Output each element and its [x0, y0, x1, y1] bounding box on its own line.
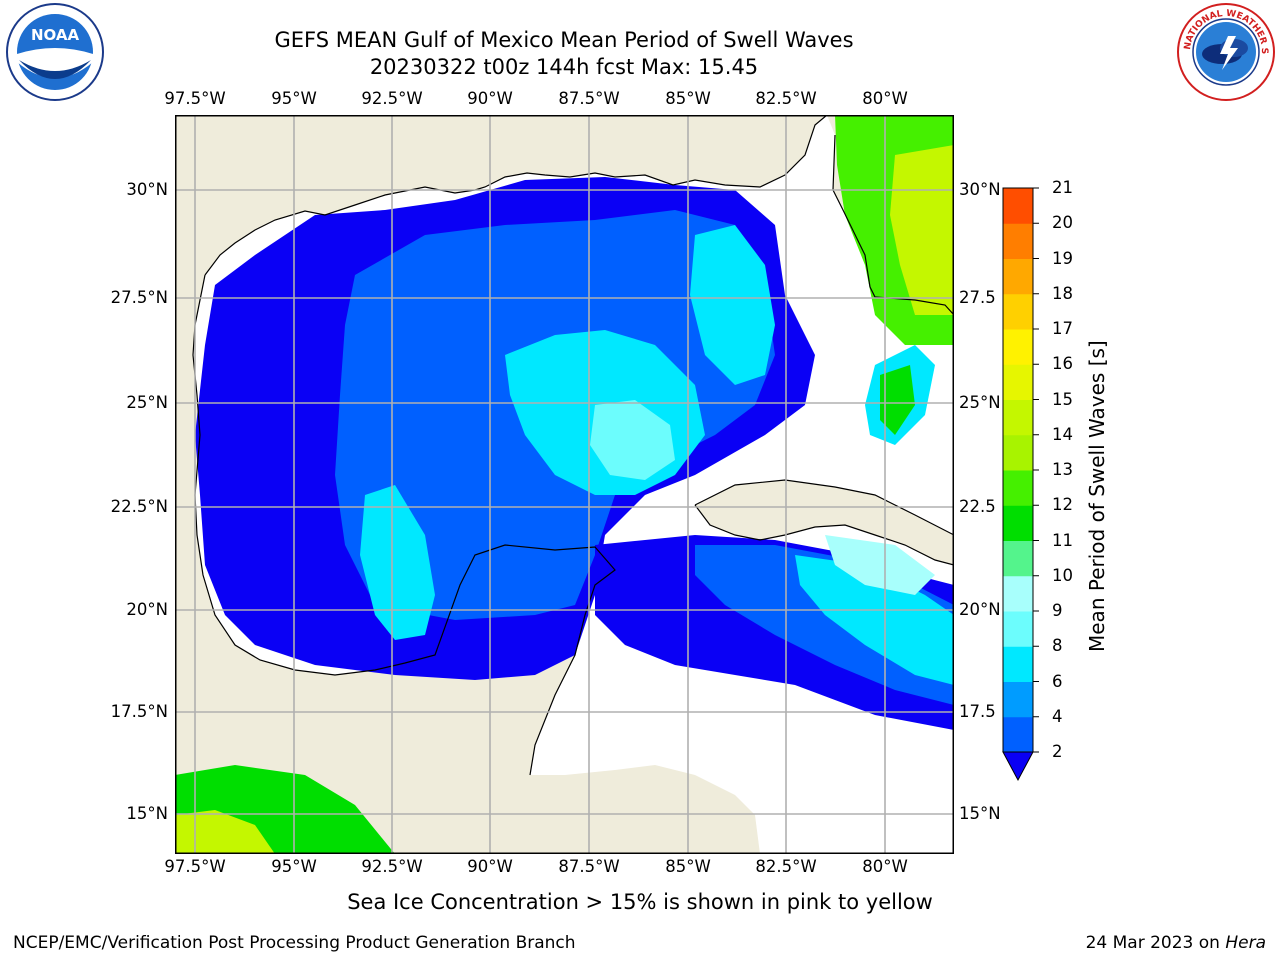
colorbar-tick-label: 8 [1052, 636, 1063, 656]
lon-label-bottom: 80°W [862, 857, 908, 876]
lat-label-right: 30°N [959, 180, 1001, 199]
lat-label-right: 15°N [959, 804, 1001, 823]
lon-label-bottom: 87.5°W [558, 857, 620, 876]
colorbar-tick-label: 12 [1052, 495, 1073, 515]
lon-label-top: 97.5°W [164, 89, 226, 108]
lon-label-bottom: 97.5°W [164, 857, 226, 876]
land-cuba [695, 480, 954, 565]
colorbar-tick-label: 10 [1052, 565, 1073, 585]
colorbar-bin [1003, 646, 1033, 682]
colorbar-tick-label: 17 [1052, 319, 1073, 338]
footer-host: Hera [1225, 933, 1266, 953]
lat-label-right: 25°N [959, 393, 1001, 412]
swell-light-cyan [590, 400, 675, 480]
lat-label-left: 20°N [126, 600, 168, 619]
lon-label-bottom: 92.5°W [361, 857, 423, 876]
sea-ice-note: Sea Ice Concentration > 15% is shown in … [347, 890, 933, 914]
coastline-florida [832, 134, 954, 316]
lon-label-bottom: 85°W [665, 857, 711, 876]
colorbar-bin [1003, 258, 1033, 295]
colorbar-bin [1003, 364, 1033, 400]
map-frame [175, 115, 954, 854]
noaa-logo: NOAA [6, 3, 104, 101]
lon-label-top: 82.5°W [755, 89, 817, 108]
colorbar-tick-label: 21 [1052, 178, 1073, 197]
colorbar-tick-label: 15 [1052, 389, 1073, 409]
colorbar-bin [1003, 540, 1033, 577]
colorbar-tick-label: 16 [1052, 354, 1073, 374]
colorbar-bin [1003, 434, 1033, 471]
footer-date-text: 24 Mar 2023 on [1085, 933, 1220, 953]
footer-credit: NCEP/EMC/Verification Post Processing Pr… [13, 933, 576, 953]
lat-label-left: 22.5°N [110, 497, 168, 516]
colorbar-bin [1003, 505, 1033, 541]
lat-label-left: 27.5°N [110, 288, 168, 307]
colorbar-bin [1003, 223, 1033, 259]
colorbar-bin [1003, 611, 1033, 647]
lon-label-bottom: 95°W [271, 857, 317, 876]
chart-subtitle: 20230322 t00z 144h fcst Max: 15.45 [369, 55, 759, 79]
colorbar-bin [1003, 293, 1033, 330]
lat-label-right: 20°N [959, 600, 1001, 619]
lat-label-right: 27.5 [959, 288, 996, 307]
lat-label-left: 25°N [126, 393, 168, 412]
lat-label-left: 15°N [126, 804, 168, 823]
map-panel [175, 115, 954, 854]
swell-caribbean-light [825, 535, 935, 595]
coastline-north [204, 115, 828, 276]
colorbar-bin [1003, 716, 1033, 753]
coastline [192, 274, 616, 776]
colorbar-extend-arrow [1002, 751, 1034, 782]
colorbar-label: Mean Period of Swell Waves [s] [1085, 340, 1109, 652]
colorbar-bin [1003, 188, 1033, 224]
nws-logo: NATIONAL WEATHER SERVICE [1176, 2, 1275, 101]
colorbar-tick-label: 11 [1052, 530, 1073, 550]
colorbar-tick-label: 2 [1052, 742, 1063, 761]
lon-label-bottom: 82.5°W [755, 857, 817, 876]
coastline-cuba [694, 479, 954, 566]
lat-label-left: 30°N [126, 180, 168, 199]
colorbar-bin [1003, 470, 1033, 506]
colorbar-bin [1003, 575, 1033, 612]
colorbar-tick-label: 18 [1052, 283, 1073, 303]
colorbar-bin [1003, 681, 1033, 718]
swell-cyan-east [690, 225, 775, 385]
colorbar-tick-label: 13 [1052, 460, 1073, 479]
colorbar-tick-label: 6 [1052, 671, 1063, 691]
swell-cyan-west [360, 485, 435, 640]
lon-label-top: 85°W [665, 89, 711, 108]
lat-label-left: 17.5°N [110, 702, 168, 721]
lat-label-right: 22.5 [959, 497, 996, 516]
noaa-logo-text: NOAA [31, 26, 80, 44]
colorbar-tick-label: 4 [1052, 706, 1063, 726]
lon-label-top: 92.5°W [361, 89, 423, 108]
graticule [175, 115, 954, 854]
colorbar-tick-label: 9 [1052, 601, 1063, 620]
swell-pacific-yellow [175, 810, 275, 854]
chart-title: GEFS MEAN Gulf of Mexico Mean Period of … [274, 28, 854, 52]
lon-label-top: 87.5°W [558, 89, 620, 108]
lon-label-top: 95°W [271, 89, 317, 108]
footer-date: 24 Mar 2023 on Hera [1086, 933, 1266, 953]
colorbar-tick-label: 14 [1052, 424, 1073, 444]
colorbar-tick-label: 20 [1052, 213, 1073, 233]
swell-caribbean-cyan [795, 555, 954, 685]
colorbar-bin [1003, 329, 1033, 365]
colorbar-tick-label: 19 [1052, 248, 1073, 268]
lon-label-top: 90°W [467, 89, 513, 108]
swell-atlantic-green-patch [880, 365, 915, 435]
lon-label-bottom: 90°W [467, 857, 513, 876]
lon-label-top: 80°W [862, 89, 908, 108]
swell-atlantic-yellowgreen [890, 145, 954, 315]
lat-label-right: 17.5 [959, 702, 996, 721]
colorbar [1002, 187, 1039, 782]
colorbar-bin [1003, 399, 1033, 436]
